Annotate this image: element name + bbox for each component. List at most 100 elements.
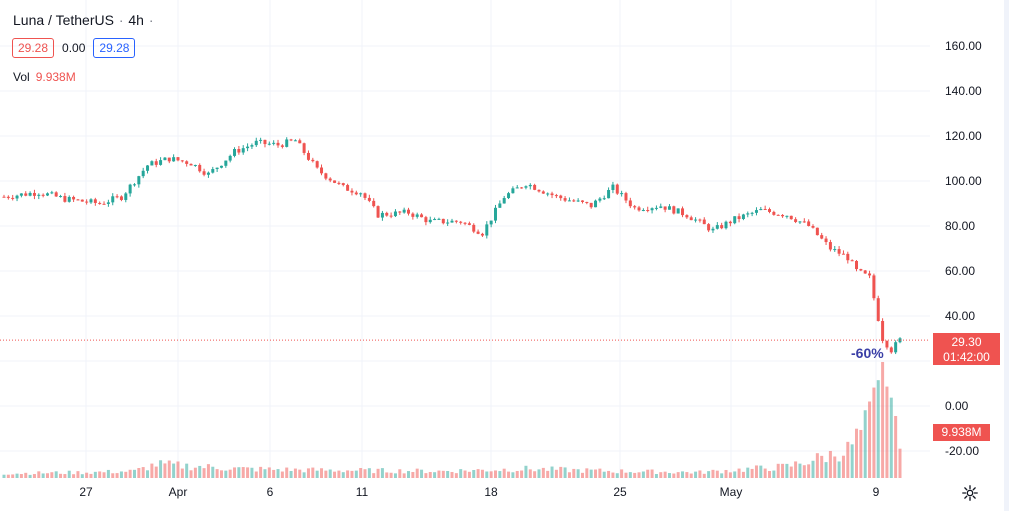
- volume-bar: [472, 469, 476, 478]
- volume-legend[interactable]: Vol 9.938M: [13, 70, 76, 84]
- candle: [411, 212, 415, 220]
- volume-bar: [828, 450, 832, 478]
- volume-bar: [855, 428, 859, 478]
- candle: [654, 205, 658, 211]
- volume-bar: [824, 462, 828, 478]
- candle: [676, 208, 680, 214]
- volume-bar: [733, 471, 737, 478]
- time-axis[interactable]: 27 Apr 6 11 18 25 May 9: [79, 485, 879, 499]
- candle: [872, 273, 876, 301]
- volume-bar: [246, 467, 250, 478]
- price-tick-label: 40.00: [945, 309, 975, 323]
- candle: [663, 206, 667, 213]
- volume-bar: [868, 401, 872, 478]
- volume-bar: [298, 469, 302, 478]
- candle: [211, 166, 215, 174]
- volume-bar: [185, 463, 189, 478]
- candle: [707, 223, 711, 233]
- gear-icon[interactable]: [961, 484, 979, 502]
- candle: [246, 143, 250, 152]
- volume-bar: [498, 471, 502, 478]
- candle: [607, 187, 611, 199]
- candle: [85, 199, 89, 205]
- volume-bar: [306, 468, 310, 478]
- candle: [376, 205, 380, 218]
- candle: [472, 223, 476, 234]
- volume-bar: [459, 469, 463, 478]
- volume-bar: [341, 472, 345, 478]
- bid-box[interactable]: 29.28: [12, 38, 55, 58]
- candle: [37, 193, 41, 200]
- volume-bar: [689, 473, 693, 478]
- volume-bar: [702, 473, 706, 478]
- candle: [159, 157, 163, 166]
- volume-bar: [402, 473, 406, 478]
- candle: [698, 218, 702, 223]
- volume-bar: [24, 472, 28, 478]
- volume-bar: [798, 463, 802, 478]
- volume-bar: [781, 463, 785, 478]
- volume-bar: [346, 470, 350, 478]
- volume-bar: [811, 460, 815, 478]
- last-price-tag: 29.30 01:42:00: [933, 333, 1000, 365]
- candle: [2, 194, 6, 198]
- candle: [6, 195, 10, 200]
- volume-bar: [398, 469, 402, 478]
- price-tick-label: 80.00: [945, 219, 975, 233]
- candle: [628, 197, 632, 209]
- candle: [833, 245, 837, 252]
- candle: [420, 213, 424, 218]
- candle: [480, 232, 484, 237]
- time-tick-label: 11: [356, 485, 369, 499]
- volume-bar: [898, 448, 902, 478]
- volume-bar: [598, 468, 602, 478]
- candle: [337, 181, 341, 185]
- volume-bar: [354, 470, 358, 478]
- volume-bar: [794, 461, 798, 478]
- volume-bar: [363, 469, 367, 478]
- candle: [11, 194, 15, 201]
- candle: [346, 183, 350, 191]
- time-tick-label: 18: [484, 485, 498, 499]
- candle: [511, 186, 515, 194]
- candle: [741, 213, 745, 221]
- volume-bar: [32, 474, 36, 478]
- candle: [63, 192, 67, 203]
- volume-bar: [707, 471, 711, 478]
- volume-bar: [441, 470, 445, 478]
- candle: [585, 201, 589, 205]
- ask-box[interactable]: 29.28: [93, 38, 136, 58]
- candle: [415, 212, 419, 219]
- candle: [541, 190, 545, 194]
- price-axis[interactable]: 160.00 140.00 120.00 100.00 80.00 60.00 40.00 2…: [945, 39, 982, 458]
- title-dot-2: ·: [148, 12, 154, 28]
- volume-bar: [437, 470, 441, 478]
- spread-value: 0.00: [62, 41, 86, 55]
- symbol-separator: /: [48, 12, 52, 28]
- candle: [559, 194, 563, 201]
- volume-bar: [132, 469, 136, 478]
- candle: [537, 189, 541, 193]
- volume-bar: [846, 441, 850, 478]
- volume-bar: [407, 471, 411, 478]
- candle: [820, 232, 824, 240]
- candle: [685, 214, 689, 219]
- volume-bar: [476, 469, 480, 478]
- price-tick-label: 0.00: [945, 399, 969, 413]
- volume-bar: [802, 465, 806, 478]
- volume-bar: [115, 473, 119, 478]
- volume-bar: [167, 460, 171, 478]
- candle: [859, 268, 863, 272]
- volume-bar: [520, 470, 524, 478]
- interval[interactable]: 4h: [128, 12, 144, 28]
- candle: [598, 197, 602, 203]
- volume-bar: [172, 463, 176, 478]
- volume-bar: [676, 472, 680, 478]
- volume-bar: [646, 469, 650, 478]
- candle: [572, 198, 576, 203]
- candle: [802, 218, 806, 223]
- symbol-title[interactable]: Luna / TetherUS · 4h ·: [13, 12, 155, 28]
- volume-bar: [159, 460, 163, 478]
